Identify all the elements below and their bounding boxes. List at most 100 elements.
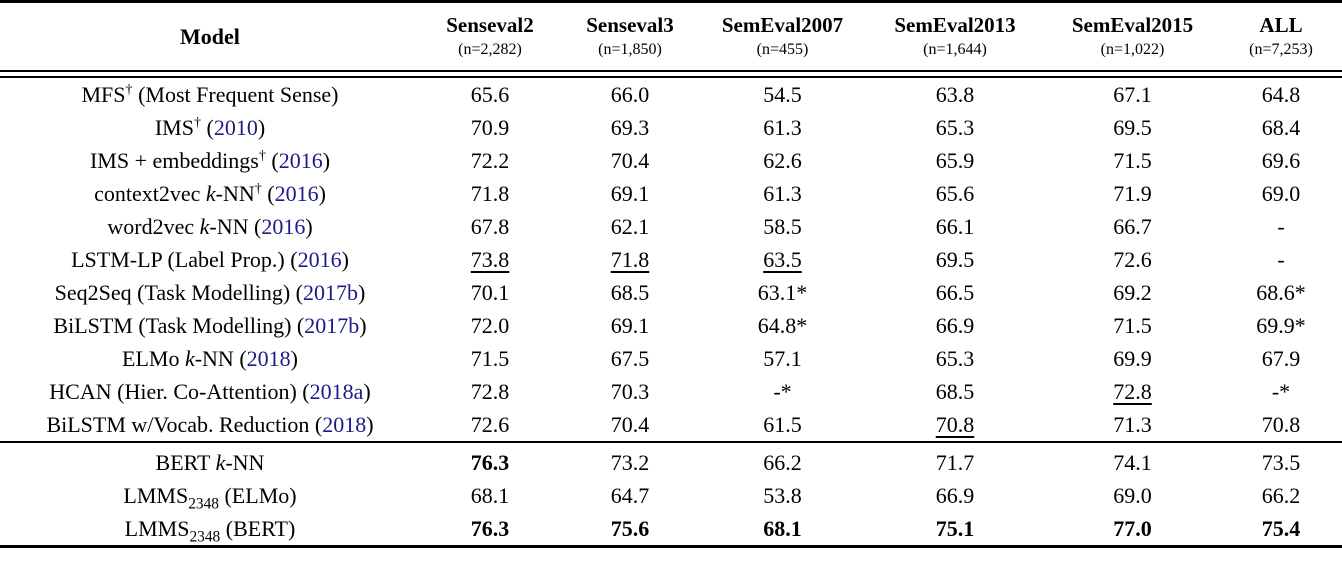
col-header-all: ALL (n=7,253): [1220, 2, 1342, 72]
score-cell: 66.7: [1113, 213, 1152, 239]
col-sample-size: (n=7,253): [1249, 41, 1313, 58]
citation-link[interactable]: 2016: [261, 213, 306, 239]
dagger-marker: †: [193, 114, 201, 131]
score-cell: 65.3: [935, 345, 975, 371]
score-cell: 76.3: [420, 446, 560, 479]
model-cell: IMS + embeddings† (2016): [0, 144, 420, 177]
col-sample-size: (n=1,022): [1100, 41, 1165, 58]
citation-link[interactable]: 2016: [274, 180, 319, 206]
score-cell: 68.1: [700, 512, 865, 547]
table-row: ELMo k-NN (2018) 71.5 67.5 57.1 65.3 69.9 67.9: [0, 342, 1342, 375]
score-cell: 63.8: [935, 81, 975, 107]
runnerup-score: 73.8: [470, 246, 510, 272]
model-name-part: ): [257, 114, 266, 140]
score-cell: 66.1: [935, 213, 975, 239]
score-cell: 71.9: [1113, 180, 1152, 206]
model-name-part: k: [215, 449, 226, 475]
score-cell: 76.3: [420, 512, 560, 547]
model-name-part: ): [305, 213, 313, 239]
model-cell: ELMo k-NN (2018): [0, 342, 420, 375]
score-cell: 71.8: [560, 243, 700, 276]
runnerup-score: 63.5: [763, 246, 802, 272]
model-name-part: (Most Frequent Sense): [132, 81, 339, 107]
score-cell: 74.1: [1113, 449, 1152, 475]
citation-link[interactable]: 2018a: [309, 378, 364, 404]
score-cell: 69.9: [1113, 345, 1152, 371]
citation-link[interactable]: 2018: [322, 411, 367, 437]
score-cell: 66.9: [935, 312, 975, 338]
score-cell: 71.5: [1113, 312, 1152, 338]
model-cell: BERT k-NN: [0, 446, 420, 479]
col-sample-size: (n=1,850): [598, 41, 662, 58]
model-name-part: MFS: [81, 81, 126, 107]
col-header-model: Model: [180, 23, 240, 49]
model-cell: Seq2Seq (Task Modelling) (2017b): [0, 276, 420, 309]
model-cell: IMS† (2010): [0, 111, 420, 144]
dagger-marker: †: [125, 81, 133, 98]
table-row: MFS† (Most Frequent Sense) 65.6 66.0 54.5 63…: [0, 77, 1342, 111]
score-cell: 68.5: [935, 378, 975, 404]
score-cell: 72.8: [470, 378, 510, 404]
score-cell: 62.6: [763, 147, 802, 173]
score-cell: 67.1: [1113, 81, 1152, 107]
score-cell: 64.8*: [757, 312, 808, 338]
score-cell: 65.6: [470, 81, 510, 107]
model-name-part: -NN (: [209, 213, 262, 239]
score-cell: 69.6: [1261, 147, 1301, 173]
model-name-part: ): [318, 180, 326, 206]
score-cell: 70.8: [865, 408, 1045, 442]
score-cell: 66.2: [763, 449, 802, 475]
model-name-part: ): [322, 147, 331, 173]
citation-link[interactable]: 2017b: [304, 312, 360, 338]
section-divider-rule: [0, 441, 1342, 446]
table-body: MFS† (Most Frequent Sense) 65.6 66.0 54.5 63…: [0, 77, 1342, 547]
col-sample-size: (n=2,282): [458, 41, 522, 58]
score-cell: -*: [1271, 378, 1291, 404]
score-cell: 72.6: [470, 411, 510, 437]
score-cell: 58.5: [763, 213, 802, 239]
model-name-part: ELMo: [122, 345, 185, 371]
table-row: context2vec k-NN† (2016) 71.8 69.1 61.3 65.6…: [0, 177, 1342, 210]
model-cell: BiLSTM (Task Modelling) (2017b): [0, 309, 420, 342]
table-row: Seq2Seq (Task Modelling) (2017b) 70.1 68.5…: [0, 276, 1342, 309]
score-cell: 66.2: [1261, 482, 1301, 508]
score-cell: 64.7: [610, 482, 650, 508]
model-name-part: BiLSTM (Task Modelling) (: [53, 312, 305, 338]
model-name-part: ): [366, 411, 374, 437]
score-cell: 69.5: [1113, 114, 1152, 140]
table-row: LMMS2348 (BERT) 76.3 75.6 68.1 75.1 77.0 75.4: [0, 512, 1342, 547]
best-score: 75.1: [935, 515, 975, 541]
score-cell: 61.3: [763, 114, 802, 140]
model-name-part: ): [341, 246, 349, 272]
runnerup-score: 71.8: [610, 246, 650, 272]
citation-link[interactable]: 2017b: [303, 279, 359, 305]
score-cell: 73.8: [420, 243, 560, 276]
header-row: Model Senseval2 (n=2,282) Senseval3 (n=1…: [0, 2, 1342, 72]
citation-link[interactable]: 2016: [278, 147, 323, 173]
model-name-part: (BERT): [220, 515, 296, 541]
score-cell: 67.9: [1261, 345, 1301, 371]
citation-link[interactable]: 2018: [246, 345, 291, 371]
model-name-part: ): [363, 378, 371, 404]
model-cell: LSTM-LP (Label Prop.) (2016): [0, 243, 420, 276]
table-header: Model Senseval2 (n=2,282) Senseval3 (n=1…: [0, 2, 1342, 78]
model-name-part: Seq2Seq (Task Modelling) (: [54, 279, 304, 305]
table-row: HCAN (Hier. Co-Attention) (2018a) 72.8 70.…: [0, 375, 1342, 408]
citation-link[interactable]: 2010: [213, 114, 258, 140]
model-cell: MFS† (Most Frequent Sense): [0, 77, 420, 111]
model-name-part: ): [359, 312, 367, 338]
score-cell: 70.1: [470, 279, 510, 305]
score-cell: 66.0: [610, 81, 650, 107]
model-name-part: -NN: [215, 180, 255, 206]
score-cell: 72.2: [470, 147, 510, 173]
score-cell: 72.6: [1113, 246, 1152, 272]
score-cell: 71.7: [935, 449, 975, 475]
col-label: SemEval2013: [894, 13, 1016, 37]
score-cell: 71.8: [470, 180, 510, 206]
model-name-part: word2vec: [107, 213, 200, 239]
model-name-part: IMS + embeddings: [89, 147, 259, 173]
table-row: IMS† (2010) 70.9 69.3 61.3 65.3 69.5 68.4: [0, 111, 1342, 144]
table-row: word2vec k-NN (2016) 67.8 62.1 58.5 66.1 66.7…: [0, 210, 1342, 243]
score-cell: 69.1: [610, 180, 650, 206]
citation-link[interactable]: 2016: [297, 246, 342, 272]
